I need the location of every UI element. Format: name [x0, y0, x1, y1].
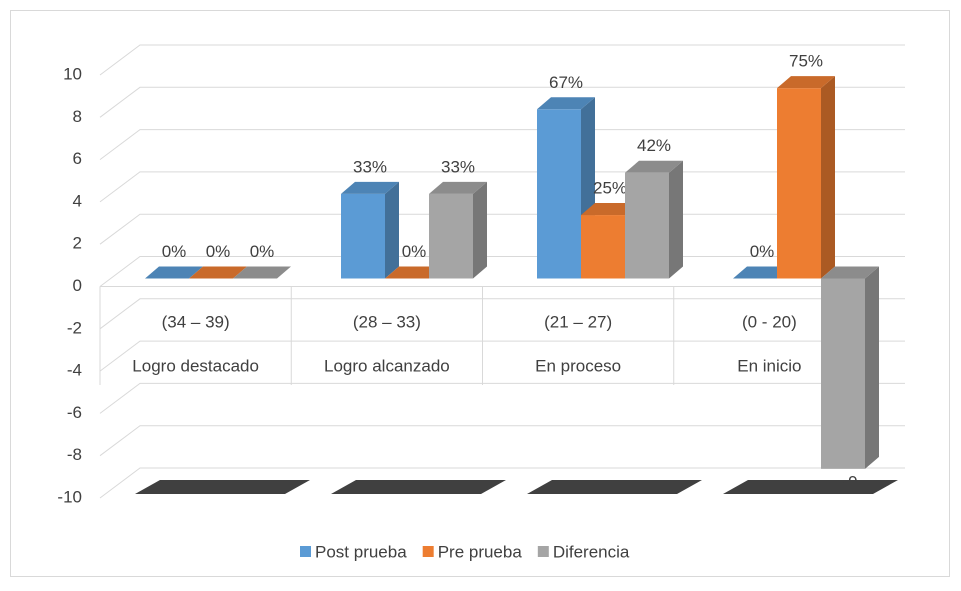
floor-shadow — [135, 480, 310, 494]
legend-label: Pre prueba — [438, 542, 523, 561]
bar-front — [429, 193, 473, 279]
bar-top — [341, 181, 399, 194]
data-label: -9 — [842, 472, 857, 491]
x-tick-label: Logro alcanzado — [324, 356, 450, 375]
y-tick-label: -4 — [67, 361, 82, 380]
bar-top — [821, 266, 879, 279]
x-tick-label: En inicio — [737, 356, 801, 375]
data-label: 33% — [353, 157, 387, 176]
data-label: 67% — [549, 73, 583, 92]
legend-swatch — [300, 546, 311, 557]
x-tick-label: En proceso — [535, 356, 621, 375]
floor-shadow — [331, 480, 506, 494]
bar-front — [777, 88, 821, 279]
legend-swatch — [422, 546, 434, 557]
floor-shadow — [723, 480, 898, 494]
bar-top — [581, 203, 639, 216]
grid-line — [99, 129, 905, 161]
y-tick-label: -2 — [67, 318, 82, 337]
bar-top — [145, 266, 203, 279]
legend-label: Diferencia — [553, 542, 630, 561]
bar-top — [733, 266, 791, 279]
y-tick-label: -6 — [67, 403, 82, 422]
x-tick-label: (28 – 33) — [353, 312, 421, 331]
bar — [777, 76, 835, 279]
y-tick-label: 2 — [73, 234, 82, 253]
grid-line — [99, 44, 905, 76]
x-tick-label: (21 – 27) — [544, 312, 612, 331]
bar-front — [821, 278, 865, 469]
data-label: 42% — [637, 136, 671, 155]
data-label: 0% — [750, 242, 775, 261]
bar-side — [385, 181, 399, 279]
bar — [189, 266, 247, 279]
bar — [625, 160, 683, 279]
data-label: 0% — [162, 242, 187, 261]
bar-side — [821, 76, 835, 279]
grid-line — [99, 467, 905, 499]
bar — [233, 266, 291, 279]
grid-line — [99, 382, 905, 414]
bar-top — [233, 266, 291, 279]
bar-side — [865, 266, 879, 469]
y-tick-label: 6 — [73, 149, 82, 168]
bar — [341, 181, 399, 279]
floor-shadow — [527, 480, 702, 494]
data-label: 0% — [402, 242, 427, 261]
data-label: 33% — [441, 157, 475, 176]
x-tick-label: (34 – 39) — [162, 312, 230, 331]
x-tick-label: (0 - 20) — [742, 312, 797, 331]
bar-side — [669, 160, 683, 279]
y-tick-label: 8 — [73, 107, 82, 126]
bar-top — [429, 181, 487, 194]
bar-front — [625, 172, 669, 279]
bar — [821, 266, 879, 469]
y-tick-label: -8 — [67, 445, 82, 464]
bar-top — [385, 266, 443, 279]
bar-front — [581, 215, 625, 279]
bar — [733, 266, 791, 279]
grid-line — [99, 340, 905, 372]
data-label: 75% — [789, 52, 823, 71]
bar-front — [341, 193, 385, 279]
bar — [429, 181, 487, 279]
legend-swatch — [537, 546, 549, 557]
y-tick-label: 10 — [63, 64, 82, 83]
bar-top — [537, 97, 595, 110]
y-tick-label: -10 — [57, 487, 82, 506]
data-label: 25% — [593, 179, 627, 198]
grid-line — [99, 298, 905, 330]
bar-side — [473, 181, 487, 279]
grid-line — [99, 86, 905, 118]
data-label: 0% — [250, 242, 275, 261]
bar — [385, 266, 443, 279]
bar-front — [537, 109, 581, 279]
legend-label: Post prueba — [315, 542, 407, 561]
bar-top — [625, 160, 683, 173]
data-label: 0% — [206, 242, 231, 261]
grid-line — [99, 425, 905, 457]
bar-top — [189, 266, 247, 279]
bar-top — [777, 76, 835, 89]
y-tick-label: 4 — [73, 191, 82, 210]
bar — [145, 266, 203, 279]
y-tick-label: 0 — [73, 276, 82, 295]
x-tick-label: Logro destacado — [132, 356, 259, 375]
